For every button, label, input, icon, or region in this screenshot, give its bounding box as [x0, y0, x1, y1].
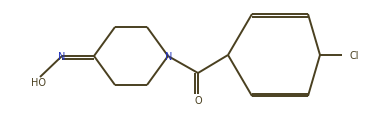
Text: N: N: [58, 52, 66, 61]
Text: O: O: [194, 95, 202, 105]
Text: HO: HO: [31, 77, 45, 87]
Text: Cl: Cl: [349, 51, 359, 60]
Text: N: N: [165, 52, 173, 61]
